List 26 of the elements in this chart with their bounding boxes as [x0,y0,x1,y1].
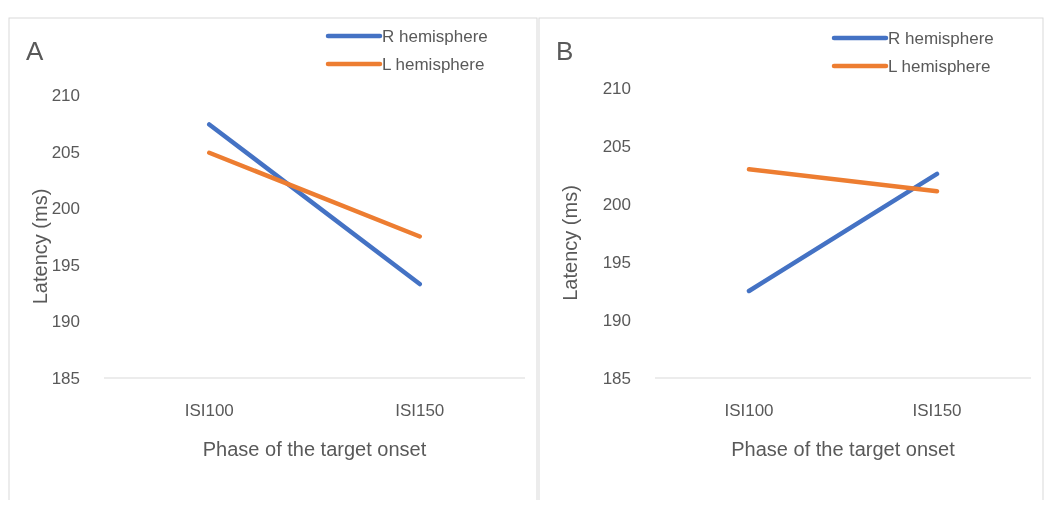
y-tick-label: 185 [51,368,80,388]
x-tick-label: ISI100 [724,401,774,420]
y-axis-title: Latency (ms) [29,188,51,305]
y-tick-label: 200 [51,199,80,219]
legend-label: R hemisphere [888,28,994,48]
y-tick-label: 205 [51,142,80,162]
y-tick-label: 190 [602,310,631,330]
x-tick-label: ISI100 [184,401,234,420]
chart-title: A [26,36,44,66]
y-axis-title: Latency (ms) [559,185,581,301]
y-tick-label: 195 [51,255,80,275]
y-tick-label: 210 [51,85,80,105]
chart-title: B [556,36,574,66]
x-tick-label: ISI150 [395,401,445,420]
legend-label: L hemisphere [888,56,991,76]
y-tick-label: 200 [602,194,631,214]
y-tick-label: 190 [51,312,80,332]
legend-label: R hemisphere [382,26,488,46]
y-tick-label: 205 [602,136,631,156]
x-axis-title: Phase of the target onset [731,438,956,460]
legend-label: L hemisphere [382,54,485,74]
y-tick-label: 210 [602,78,631,98]
y-tick-label: 185 [602,368,631,388]
x-axis-title: Phase of the target onset [202,438,427,460]
x-tick-label: ISI150 [912,401,962,420]
y-tick-label: 195 [602,252,631,272]
